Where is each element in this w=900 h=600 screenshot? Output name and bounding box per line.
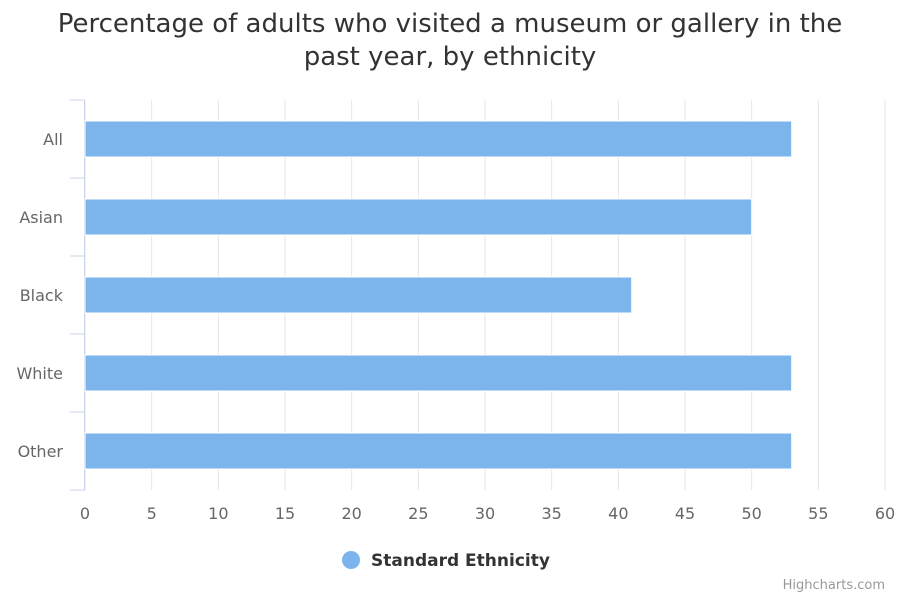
x-tick-label: 30: [475, 504, 495, 523]
bar-other[interactable]: [84, 432, 793, 470]
x-tick-label: 60: [875, 504, 895, 523]
credits-link[interactable]: Highcharts.com: [782, 578, 885, 593]
x-tick-label: 40: [608, 504, 628, 523]
bars: [84, 120, 793, 470]
x-tick-label: 0: [80, 504, 90, 523]
y-category-label: Black: [20, 286, 64, 305]
chart-title: Percentage of adults who visited a museu…: [57, 9, 843, 72]
legend-item-standard-ethnicity[interactable]: Standard Ethnicity: [342, 551, 550, 571]
bar-asian[interactable]: [84, 198, 753, 236]
x-tick-label: 15: [275, 504, 295, 523]
y-category-label: Asian: [19, 208, 63, 227]
bar-black[interactable]: [84, 276, 633, 314]
x-tick-label: 5: [147, 504, 157, 523]
y-category-label: White: [16, 364, 63, 383]
x-tick-label: 20: [341, 504, 361, 523]
x-tick-label: 25: [408, 504, 428, 523]
legend-marker-icon: [342, 551, 360, 569]
x-tick-label: 10: [208, 504, 228, 523]
bar-white[interactable]: [84, 354, 793, 392]
y-category-label: Other: [18, 442, 64, 461]
bar-all[interactable]: [84, 120, 793, 158]
x-tick-label: 45: [675, 504, 695, 523]
legend[interactable]: Standard Ethnicity: [342, 551, 550, 571]
x-tick-label: 55: [808, 504, 828, 523]
axes: [70, 99, 85, 491]
legend-label: Standard Ethnicity: [371, 551, 550, 571]
x-tick-label: 50: [741, 504, 761, 523]
axis-labels: 0 5 10 15 20 25 30 35 40 45 50 55 60 All Asian Black Whi…: [16, 130, 895, 523]
x-tick-label: 35: [541, 504, 561, 523]
y-category-label: All: [43, 130, 63, 149]
